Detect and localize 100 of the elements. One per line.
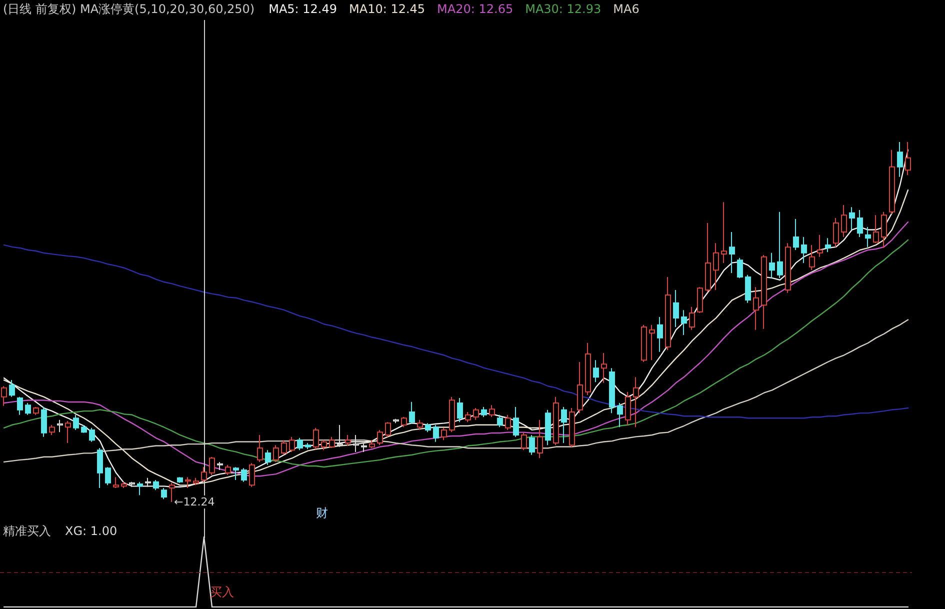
candlestick (825, 238, 831, 253)
candlestick (729, 232, 735, 274)
candlestick (153, 480, 159, 491)
candlestick (489, 404, 495, 418)
candlestick (673, 289, 679, 328)
candlestick (65, 420, 71, 444)
candlestick (705, 222, 711, 293)
candlestick (865, 226, 871, 248)
candlestick (665, 276, 671, 351)
candlestick (593, 360, 599, 383)
candlestick (401, 416, 407, 428)
candlestick (689, 306, 695, 330)
candlestick (841, 204, 847, 238)
candlestick (569, 408, 575, 448)
candlestick (889, 149, 895, 214)
candlestick (17, 396, 23, 416)
candlestick (33, 406, 39, 416)
candlestick (737, 257, 743, 279)
candlestick (545, 409, 551, 446)
candlestick (457, 397, 463, 423)
candlestick (297, 437, 303, 451)
candlestick (145, 477, 151, 488)
chart-title: (日线 前复权) MA涨停黄(5,10,20,30,60,250) (3, 2, 255, 16)
candlestick (425, 422, 431, 433)
candlestick (337, 424, 343, 448)
candlestick (905, 142, 911, 176)
candlestick (321, 440, 327, 451)
candlestick (633, 376, 639, 428)
candlestick (881, 211, 887, 248)
candlestick (329, 436, 335, 448)
candlestick (217, 462, 223, 470)
candlestick (817, 234, 823, 258)
candlestick (873, 214, 879, 244)
text: XG: 1.00 (65, 524, 118, 538)
candlestick (129, 481, 135, 488)
candlestick (497, 414, 503, 428)
candlestick (417, 419, 423, 430)
candlestick (97, 448, 103, 488)
candlestick (521, 432, 527, 451)
candlestick (713, 242, 719, 290)
candlestick (577, 361, 583, 414)
candlestick (553, 396, 559, 446)
candlestick (617, 402, 623, 428)
candlestick (265, 450, 271, 466)
candlestick (257, 434, 263, 463)
candlestick (513, 406, 519, 438)
candlestick (281, 440, 287, 456)
candlestick (849, 206, 855, 230)
candlestick (233, 466, 239, 481)
candlestick (73, 414, 79, 430)
candlestick (697, 286, 703, 314)
candlestick (289, 436, 295, 452)
candlestick (529, 434, 535, 456)
candlestick (801, 236, 807, 264)
candlestick (793, 218, 799, 250)
candlestick (785, 242, 791, 294)
candlestick (657, 316, 663, 352)
candlestick (361, 442, 367, 452)
candlestick (465, 412, 471, 423)
candlestick (305, 442, 311, 450)
candlestick (377, 430, 383, 446)
candlestick (777, 211, 783, 279)
candlestick (313, 427, 319, 450)
candlestick (473, 408, 479, 420)
candlestick (721, 202, 727, 264)
candlestick (369, 440, 375, 448)
text: MA20: 12.65 (437, 2, 514, 16)
candlestick (641, 324, 647, 362)
candlestick (409, 401, 415, 424)
candlestick (393, 418, 399, 424)
candlestick (9, 379, 15, 398)
candlestick (833, 217, 839, 248)
candlestick (585, 342, 591, 396)
candlestick (809, 244, 815, 271)
candlestick (49, 424, 55, 436)
candlestick (441, 427, 447, 441)
text: MA5: 12.49 (268, 2, 338, 16)
candlestick (385, 422, 391, 438)
candlestick (249, 462, 255, 488)
candlestick (449, 396, 455, 433)
candlestick (241, 468, 247, 482)
candlestick (561, 406, 567, 444)
text: MA10: 12.45 (349, 2, 426, 16)
candlestick (745, 274, 751, 304)
candlestick (113, 476, 119, 488)
candlestick (753, 286, 759, 330)
candlestick (857, 210, 863, 238)
candlestick (353, 434, 359, 452)
candlestick (225, 464, 231, 476)
text: 财 (316, 506, 328, 520)
candlestick (1, 386, 7, 406)
candlestick (161, 487, 167, 500)
candlestick (89, 427, 95, 442)
candlestick (761, 254, 767, 330)
annotation: 买入 (210, 585, 234, 599)
candlestick (105, 466, 111, 486)
candlestick (681, 310, 687, 336)
candlestick (81, 424, 87, 434)
candlestick (121, 481, 127, 488)
chart-title: 精准买入 (3, 524, 51, 538)
